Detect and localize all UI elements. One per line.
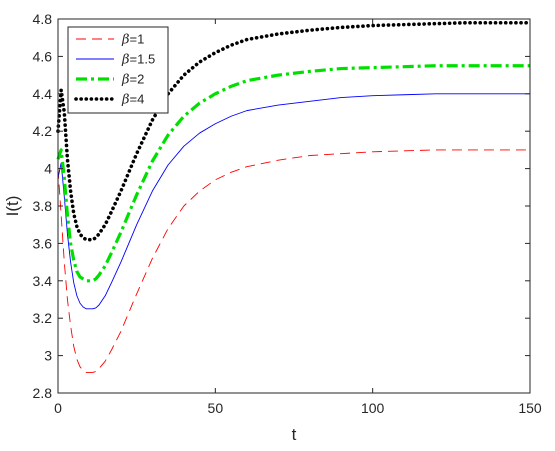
- x-tick-label: 50: [208, 400, 224, 416]
- y-tick-label: 4.8: [33, 11, 53, 27]
- x-tick-label: 100: [361, 400, 385, 416]
- series-line-1: [57, 93, 530, 310]
- series-line-2: [56, 64, 530, 283]
- legend-label-1: β=1.5: [121, 52, 155, 68]
- y-tick-label: 3.2: [33, 310, 53, 326]
- y-tick-label: 3.4: [33, 273, 53, 289]
- y-tick-label: 3: [44, 348, 52, 364]
- legend-label-0: β=1: [121, 32, 144, 48]
- y-tick-label: 4.4: [33, 86, 53, 102]
- y-tick-label: 2.8: [33, 385, 53, 401]
- legend-label-2: β=2: [121, 72, 144, 88]
- x-tick-label: 150: [518, 400, 542, 416]
- x-axis-label: t: [292, 425, 297, 444]
- y-tick-label: 4.2: [33, 123, 53, 139]
- y-tick-label: 4: [44, 161, 52, 177]
- y-tick-label: 3.8: [33, 198, 53, 214]
- y-tick-label: 4.6: [33, 48, 53, 64]
- series-line-0: [57, 149, 530, 373]
- legend-label-3: β=4: [121, 92, 144, 108]
- y-axis-label: I(t): [3, 196, 22, 217]
- y-tick-label: 3.6: [33, 235, 53, 251]
- legend-box: [67, 26, 169, 114]
- legend: β=1 β=1.5 β=2 β=4: [67, 26, 169, 114]
- x-tick-label: 0: [54, 400, 62, 416]
- series-line-3: [56, 20, 532, 242]
